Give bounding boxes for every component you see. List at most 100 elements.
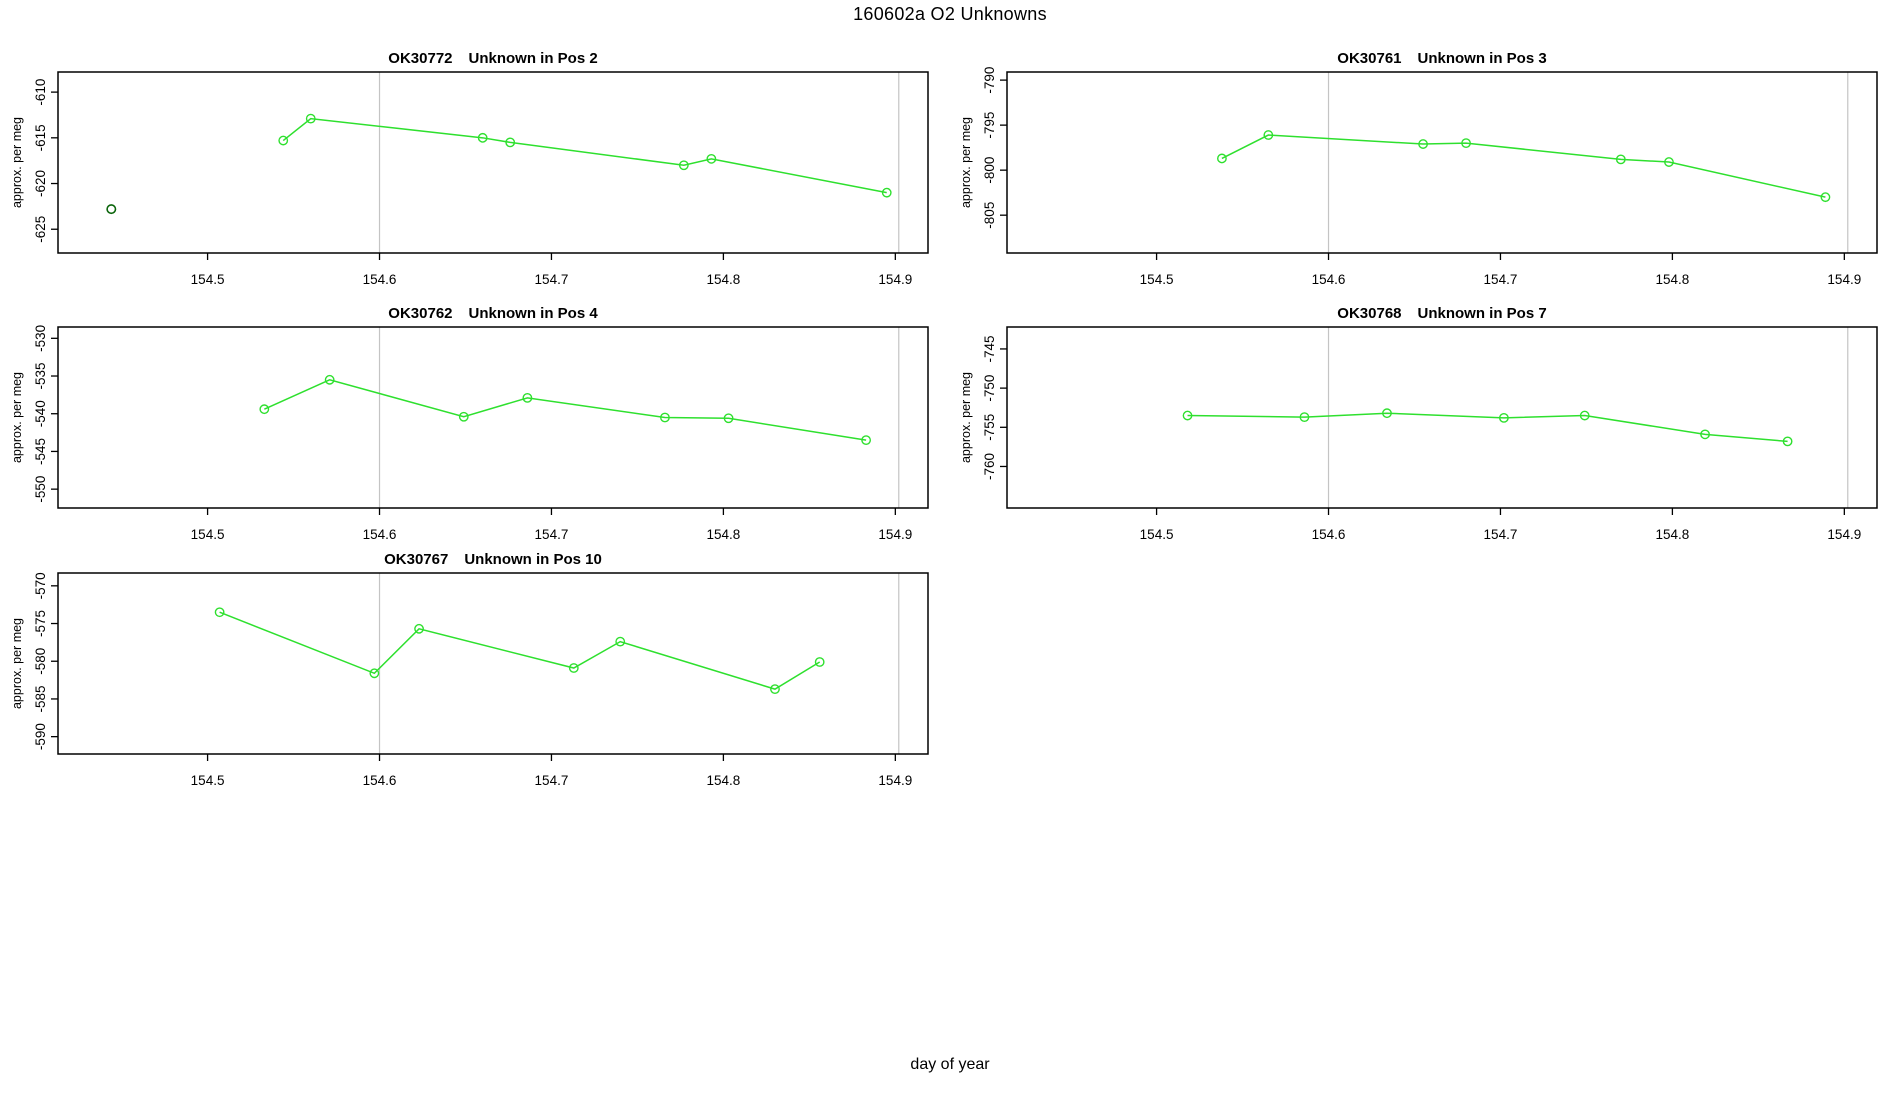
x-tick-label: 154.6 [1312, 527, 1346, 542]
x-axis-title: day of year [910, 1056, 990, 1073]
data-point [706, 153, 717, 164]
isolated-data-point [106, 204, 117, 215]
y-tick-label: -545 [33, 438, 48, 465]
y-axis-label: approx. per meg [10, 372, 24, 463]
data-point [1461, 138, 1471, 149]
x-tick-label: 154.5 [1140, 272, 1174, 287]
data-point [814, 657, 825, 667]
x-tick-label: 154.7 [1484, 272, 1518, 287]
x-tick-label: 154.9 [878, 272, 912, 287]
y-tick-label: -585 [33, 685, 48, 712]
y-tick-label: -745 [982, 335, 997, 362]
data-point [660, 412, 670, 423]
data-point [305, 113, 316, 124]
data-point [259, 404, 270, 415]
y-axis-label: approx. per meg [10, 618, 24, 709]
data-point [770, 684, 780, 695]
page-title: 160602a O2 Unknowns [853, 4, 1047, 24]
data-point [615, 636, 626, 647]
series-line [219, 611, 821, 690]
y-tick-label: -530 [33, 325, 48, 352]
panel-title: OK30768 Unknown in Pos 7 [1337, 305, 1546, 322]
data-point [1615, 154, 1626, 165]
data-point [1382, 408, 1392, 419]
data-point [458, 411, 469, 422]
data-point [522, 392, 533, 403]
x-tick-label: 154.9 [878, 527, 912, 542]
plot-box [1006, 326, 1878, 509]
y-tick-label: -610 [33, 79, 48, 106]
x-tick-label: 154.7 [535, 527, 569, 542]
data-point [568, 663, 579, 673]
y-tick-label: -805 [982, 202, 997, 229]
y-tick-label: -755 [982, 414, 997, 441]
x-tick-label: 154.6 [1312, 272, 1346, 287]
data-point [1820, 192, 1831, 203]
panels-canvas: OK30772 Unknown in Pos 2 154.5 154.6 154.7 15… [10, 50, 1878, 788]
x-tick-label: 154.9 [878, 773, 912, 788]
series-line [264, 378, 867, 441]
x-tick-label: 154.8 [1655, 272, 1689, 287]
panel-OK30767: OK30767 Unknown in Pos 10 154.5 154.6 154.7 1… [10, 551, 929, 788]
data-point [1579, 410, 1590, 421]
x-tick-label: 154.5 [1140, 527, 1174, 542]
data-point [723, 413, 734, 424]
y-tick-label: -535 [33, 363, 48, 390]
x-tick-label: 154.7 [1484, 527, 1518, 542]
data-point [1299, 412, 1310, 423]
x-tick-label: 154.6 [363, 773, 397, 788]
panel-title: OK30767 Unknown in Pos 10 [384, 551, 602, 568]
data-point [1263, 130, 1274, 140]
data-point [1182, 410, 1193, 421]
data-point [324, 374, 335, 385]
data-point [477, 132, 488, 143]
plot-box [57, 326, 929, 509]
y-tick-label: -580 [33, 648, 48, 675]
plot-box [57, 71, 929, 254]
data-point [1498, 412, 1509, 423]
x-tick-label: 154.9 [1827, 527, 1861, 542]
x-tick-label: 154.5 [191, 527, 225, 542]
plot-box [1006, 71, 1878, 254]
x-tick-label: 154.5 [191, 272, 225, 287]
x-tick-label: 154.7 [535, 272, 569, 287]
data-point [278, 135, 289, 146]
y-tick-label: -620 [33, 170, 48, 197]
y-tick-label: -540 [33, 400, 48, 427]
data-point [881, 187, 892, 198]
x-tick-label: 154.6 [363, 527, 397, 542]
y-tick-label: -790 [982, 67, 997, 94]
x-tick-label: 154.9 [1827, 272, 1861, 287]
y-tick-label: -750 [982, 375, 997, 402]
x-tick-label: 154.8 [1655, 527, 1689, 542]
y-tick-label: -570 [33, 572, 48, 599]
y-tick-label: -550 [33, 476, 48, 503]
data-point [1782, 436, 1793, 447]
data-point [369, 668, 380, 679]
panel-OK30768: OK30768 Unknown in Pos 7 154.5 154.6 154.7 15… [959, 305, 1878, 542]
data-point [505, 137, 516, 148]
y-tick-label: -760 [982, 453, 997, 480]
panel-OK30762: OK30762 Unknown in Pos 4 154.5 154.6 154.7 15… [10, 305, 929, 542]
x-tick-label: 154.8 [706, 527, 740, 542]
data-point [414, 623, 424, 634]
panel-title: OK30761 Unknown in Pos 3 [1337, 50, 1546, 67]
y-tick-label: -575 [33, 610, 48, 637]
x-tick-label: 154.7 [535, 773, 569, 788]
plot-box [57, 572, 929, 755]
series-line [1221, 134, 1826, 198]
series-line [1187, 412, 1788, 443]
x-tick-label: 154.5 [191, 773, 225, 788]
y-tick-label: -615 [33, 124, 48, 151]
x-tick-label: 154.8 [706, 773, 740, 788]
panel-title: OK30762 Unknown in Pos 4 [388, 305, 598, 322]
data-point [1418, 139, 1428, 149]
y-tick-label: -795 [982, 112, 997, 139]
panel-OK30761: OK30761 Unknown in Pos 3 154.5 154.6 154.7 15… [959, 50, 1878, 287]
x-tick-label: 154.8 [706, 272, 740, 287]
data-point [1700, 429, 1710, 440]
panel-title: OK30772 Unknown in Pos 2 [388, 50, 597, 67]
data-point [214, 607, 225, 618]
y-tick-label: -800 [982, 157, 997, 184]
